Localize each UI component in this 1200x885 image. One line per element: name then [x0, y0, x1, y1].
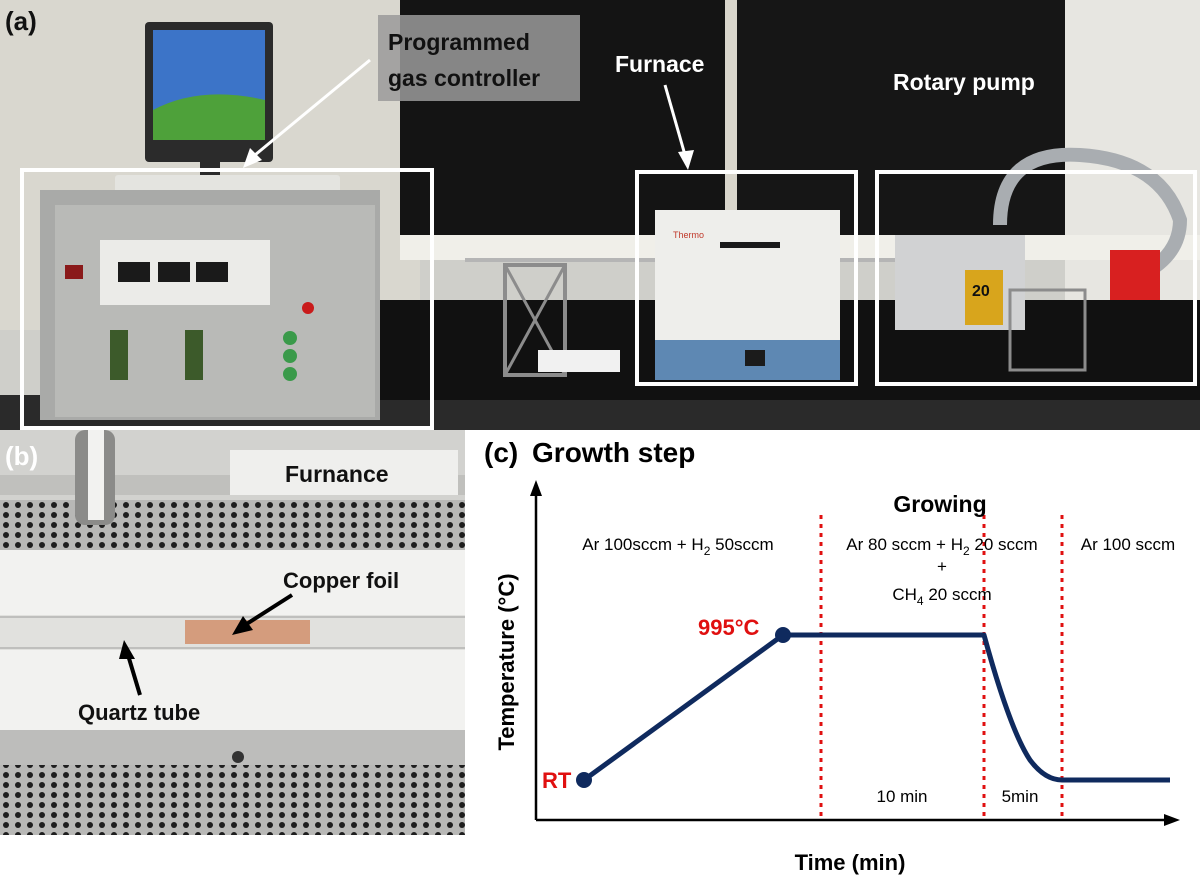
rt-label: RT	[542, 768, 572, 793]
phase2-gas-label: Ar 80 sccm + H2 20 sccm	[846, 535, 1037, 558]
furnace-highlight-box	[635, 170, 858, 386]
y-axis-label: Temperature (°C)	[494, 573, 519, 750]
y-axis-arrowhead	[530, 480, 542, 496]
quartz-tube-label: Quartz tube	[78, 700, 200, 725]
furnace-label-b: Furnance	[285, 461, 389, 487]
temperature-profile-curve	[582, 632, 1170, 783]
window-dark-right	[735, 0, 1065, 240]
lab-jack	[503, 263, 567, 377]
phase2-plus: +	[937, 557, 947, 576]
svg-text:(c) Growth step: (c) Growth step	[484, 437, 695, 468]
duration-cooling: 5min	[1002, 787, 1039, 806]
phase2-ch4-label: CH4 20 sccm	[892, 585, 991, 608]
copper-foil-label: Copper foil	[283, 568, 399, 593]
rt-point-marker	[576, 772, 592, 788]
peak-temperature-label: 995°C	[698, 615, 760, 640]
rotary-pump-body	[895, 235, 1025, 330]
gas-controller-label-box	[378, 15, 580, 101]
rotary-pump-highlight-box	[875, 170, 1197, 386]
panel-a-letter: (a)	[5, 6, 37, 36]
furnace-arrow	[663, 84, 687, 156]
gas-controller-label-line2: gas controller	[388, 65, 540, 91]
furnace-brand: Thermo	[673, 230, 704, 240]
bottom-vent-grille	[0, 765, 465, 835]
top-vent-grille	[0, 500, 465, 550]
furnace-label-box	[230, 450, 458, 495]
gas-controller-highlight-box	[20, 168, 434, 430]
exit-sign	[1110, 250, 1160, 300]
gas-controller-label-line1: Programmed	[388, 29, 530, 55]
quartz-tube-arrow	[126, 654, 142, 696]
rotary-pump-label: Rotary pump	[893, 69, 1035, 95]
peak-point-marker	[775, 627, 791, 643]
phase1-gas-label: Ar 100sccm + H2 50sccm	[582, 535, 773, 558]
panel-b-letter: (b)	[5, 441, 38, 471]
gas-controller-arrow	[254, 58, 371, 157]
x-axis-label: Time (min)	[795, 850, 906, 875]
bottom-rail	[0, 730, 465, 765]
panel-c-letter: (c)	[484, 437, 518, 468]
duration-growing: 10 min	[876, 787, 927, 806]
panel-b-photo: Furnance Copper foil Quartz tube (b)	[0, 430, 465, 835]
panel-c-growth-diagram: (c) Growth step Time (min) Temperature (…	[484, 437, 1180, 875]
phase3-gas-label: Ar 100 sccm	[1081, 535, 1175, 554]
x-axis-arrowhead	[1164, 814, 1180, 826]
pump-number: 20	[972, 283, 990, 300]
furnace-label: Furnace	[615, 51, 704, 77]
panel-c-title: Growth step	[532, 437, 695, 468]
growing-label: Growing	[893, 491, 986, 517]
panel-a-photo: Thermo 20 Programmed gas controller Furn…	[0, 0, 1200, 430]
copper-foil-arrow	[243, 593, 294, 627]
